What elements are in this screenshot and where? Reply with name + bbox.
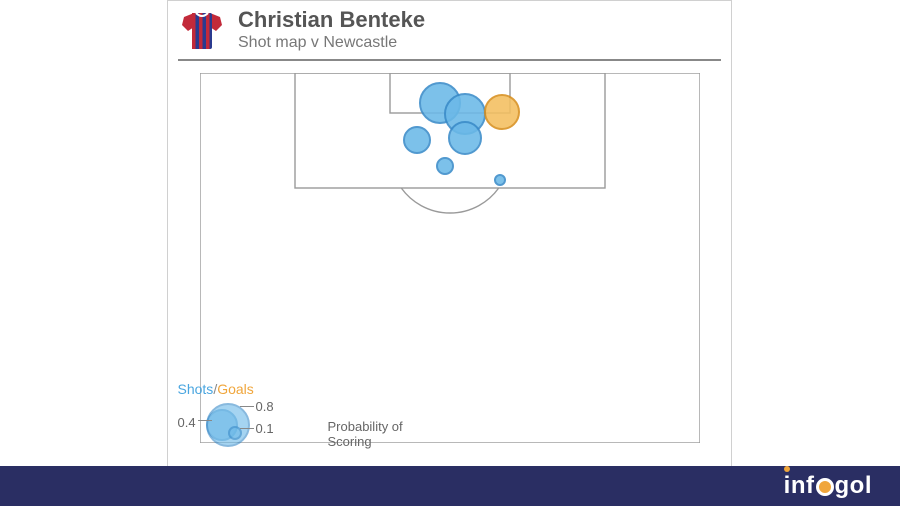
shot-marker [436,157,454,175]
legend-value: 0.1 [256,421,274,436]
title-block: Christian Benteke Shot map v Newcastle [238,7,721,52]
legend-bubble [206,403,250,447]
legend-caption: Probability of Scoring [328,419,408,449]
brand-ball-icon [816,478,834,496]
legend-bubbles: Probability of Scoring 0.40.80.1 [178,397,408,443]
pitch-area: Shots/Goals Probability of Scoring 0.40.… [200,73,700,443]
brand-prefix: inf [784,472,815,500]
legend: Shots/Goals Probability of Scoring 0.40.… [178,381,408,443]
shot-map-card: Christian Benteke Shot map v Newcastle S… [167,0,732,475]
shot-marker [403,126,431,154]
shot-marker [494,174,506,186]
shot-marker [448,121,482,155]
legend-value: 0.8 [256,399,274,414]
legend-goals-label: Goals [217,381,254,397]
legend-value: 0.4 [178,415,196,430]
card-header: Christian Benteke Shot map v Newcastle [168,1,731,55]
jersey-icon [178,7,226,55]
player-name: Christian Benteke [238,7,721,32]
header-divider [178,59,721,61]
legend-tick [240,428,254,429]
footer-bar: inf gol [0,466,900,506]
legend-shots-label: Shots [178,381,214,397]
brand-suffix: gol [835,472,873,500]
goal-marker [484,94,520,130]
legend-title: Shots/Goals [178,381,408,397]
subtitle: Shot map v Newcastle [238,34,721,52]
legend-tick [198,420,212,421]
brand-logo: inf gol [784,472,872,500]
legend-tick [240,406,254,407]
brand-dot-icon [784,466,790,472]
